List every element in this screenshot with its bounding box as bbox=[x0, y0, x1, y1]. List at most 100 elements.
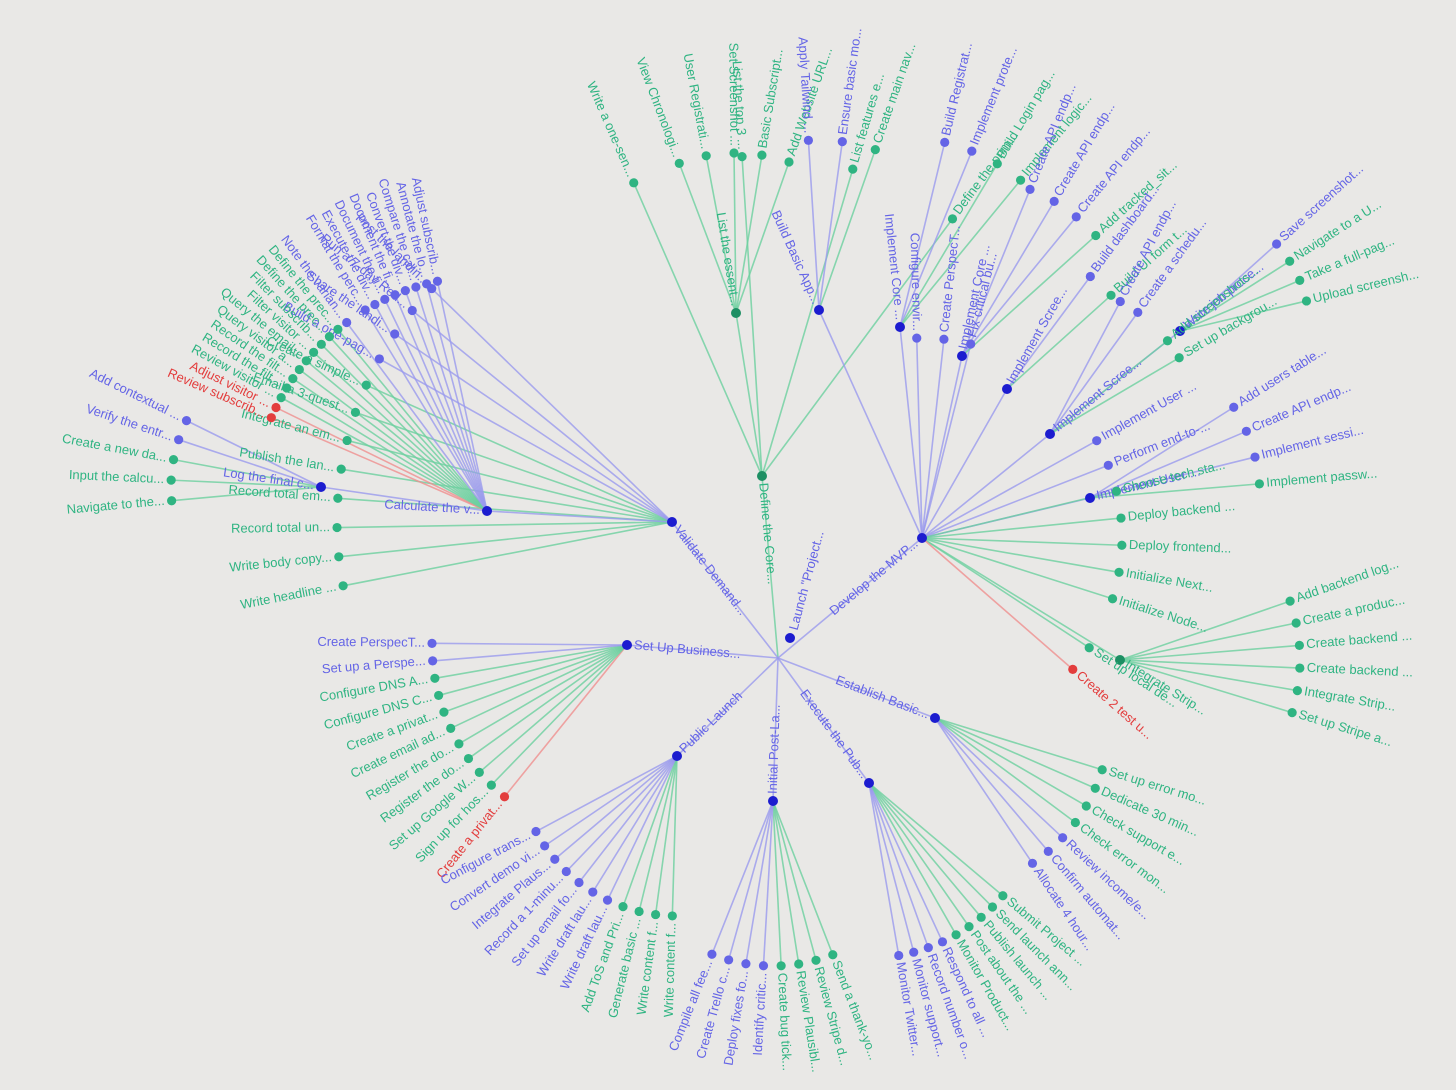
root-dot[interactable] bbox=[785, 633, 795, 643]
node-dot[interactable] bbox=[434, 690, 444, 701]
task-node[interactable]: Write headline ... bbox=[239, 579, 348, 612]
node-dot[interactable] bbox=[316, 482, 326, 492]
node-dot[interactable] bbox=[407, 305, 417, 316]
node-dot[interactable] bbox=[1085, 493, 1095, 503]
node-dot[interactable] bbox=[1045, 429, 1055, 439]
group-node[interactable]: Develop the MVP... bbox=[826, 533, 927, 618]
group-node[interactable]: Implement Scree... bbox=[1002, 284, 1070, 394]
node-dot[interactable] bbox=[923, 943, 933, 953]
node-dot[interactable] bbox=[422, 279, 432, 289]
node-dot[interactable] bbox=[667, 517, 677, 527]
node-dot[interactable] bbox=[540, 841, 550, 851]
node-dot[interactable] bbox=[629, 178, 639, 188]
group-node[interactable]: Implement Core ... bbox=[882, 213, 908, 332]
task-node[interactable]: Basic Subscript... bbox=[755, 48, 786, 160]
group-node[interactable]: Public Launch bbox=[672, 688, 745, 761]
node-dot[interactable] bbox=[870, 144, 880, 155]
node-dot[interactable] bbox=[768, 796, 778, 806]
node-dot[interactable] bbox=[432, 276, 443, 286]
node-dot[interactable] bbox=[1301, 296, 1312, 306]
node-dot[interactable] bbox=[439, 707, 449, 717]
node-dot[interactable] bbox=[937, 937, 948, 947]
node-dot[interactable] bbox=[1027, 858, 1038, 868]
node-dot[interactable] bbox=[463, 753, 474, 764]
node-dot[interactable] bbox=[1068, 664, 1078, 674]
group-node[interactable]: Initial Post-La... bbox=[765, 704, 783, 806]
node-dot[interactable] bbox=[1015, 175, 1026, 185]
node-dot[interactable] bbox=[332, 522, 342, 533]
task-node[interactable]: Create backend ... bbox=[1295, 660, 1413, 680]
node-dot[interactable] bbox=[1291, 618, 1301, 628]
node-dot[interactable] bbox=[1115, 655, 1125, 665]
node-dot[interactable] bbox=[757, 471, 767, 481]
task-node[interactable]: Initialize Node... bbox=[1107, 593, 1210, 635]
node-dot[interactable] bbox=[1070, 817, 1080, 828]
node-dot[interactable] bbox=[338, 581, 348, 591]
node-dot[interactable] bbox=[998, 891, 1008, 901]
node-dot[interactable] bbox=[814, 305, 824, 315]
node-dot[interactable] bbox=[336, 464, 346, 474]
node-dot[interactable] bbox=[334, 552, 344, 562]
node-dot[interactable] bbox=[1049, 196, 1059, 206]
node-dot[interactable] bbox=[895, 322, 905, 332]
task-node[interactable]: Deploy frontend... bbox=[1117, 537, 1232, 556]
node-dot[interactable] bbox=[650, 909, 661, 920]
node-dot[interactable] bbox=[282, 383, 292, 393]
node-dot[interactable] bbox=[1058, 833, 1068, 843]
node-dot[interactable] bbox=[667, 911, 677, 921]
node-dot[interactable] bbox=[1115, 296, 1125, 307]
node-dot[interactable] bbox=[1175, 326, 1185, 336]
node-dot[interactable] bbox=[574, 877, 584, 888]
node-dot[interactable] bbox=[294, 364, 304, 375]
task-node[interactable]: Record total em... bbox=[228, 482, 343, 504]
node-dot[interactable] bbox=[374, 354, 384, 364]
node-dot[interactable] bbox=[333, 324, 343, 334]
node-dot[interactable] bbox=[454, 739, 464, 749]
node-dot[interactable] bbox=[427, 638, 437, 648]
node-dot[interactable] bbox=[837, 137, 847, 147]
task-node[interactable]: Identify critic... bbox=[750, 961, 770, 1056]
node-dot[interactable] bbox=[1071, 212, 1081, 222]
node-dot[interactable] bbox=[430, 673, 440, 683]
node-dot[interactable] bbox=[674, 158, 684, 168]
task-node[interactable]: Create bug tick... bbox=[775, 961, 795, 1071]
node-dot[interactable] bbox=[1295, 275, 1305, 285]
node-dot[interactable] bbox=[561, 866, 571, 877]
node-dot[interactable] bbox=[499, 792, 510, 802]
node-dot[interactable] bbox=[1229, 402, 1239, 412]
node-dot[interactable] bbox=[301, 356, 311, 366]
node-dot[interactable] bbox=[168, 455, 179, 465]
node-dot[interactable] bbox=[1287, 708, 1297, 718]
task-node[interactable]: Create backend ... bbox=[1294, 628, 1413, 652]
node-dot[interactable] bbox=[987, 902, 998, 912]
node-dot[interactable] bbox=[957, 351, 967, 361]
node-dot[interactable] bbox=[1107, 594, 1118, 604]
task-node[interactable]: Deploy backend ... bbox=[1116, 498, 1236, 524]
node-dot[interactable] bbox=[967, 146, 977, 156]
node-dot[interactable] bbox=[794, 959, 804, 969]
node-dot[interactable] bbox=[964, 922, 974, 932]
node-dot[interactable] bbox=[1097, 765, 1107, 775]
node-dot[interactable] bbox=[811, 955, 821, 965]
node-dot[interactable] bbox=[1117, 540, 1127, 550]
node-dot[interactable] bbox=[474, 767, 484, 777]
node-dot[interactable] bbox=[917, 533, 927, 543]
node-dot[interactable] bbox=[370, 299, 380, 310]
node-dot[interactable] bbox=[446, 723, 456, 733]
node-dot[interactable] bbox=[618, 902, 628, 912]
node-dot[interactable] bbox=[342, 317, 352, 328]
node-dot[interactable] bbox=[271, 402, 281, 413]
node-dot[interactable] bbox=[1043, 846, 1053, 856]
node-dot[interactable] bbox=[828, 950, 838, 960]
node-dot[interactable] bbox=[1133, 307, 1143, 317]
node-dot[interactable] bbox=[940, 137, 950, 147]
node-dot[interactable] bbox=[803, 135, 814, 145]
task-node[interactable]: Record total un... bbox=[231, 519, 342, 536]
task-node[interactable]: Set Screenshot ... bbox=[726, 43, 742, 158]
node-dot[interactable] bbox=[588, 887, 598, 897]
node-dot[interactable] bbox=[1162, 336, 1173, 346]
node-dot[interactable] bbox=[361, 380, 371, 390]
node-dot[interactable] bbox=[930, 713, 940, 723]
task-node[interactable]: Set up Stripe a... bbox=[1287, 707, 1394, 750]
node-dot[interactable] bbox=[181, 416, 192, 426]
